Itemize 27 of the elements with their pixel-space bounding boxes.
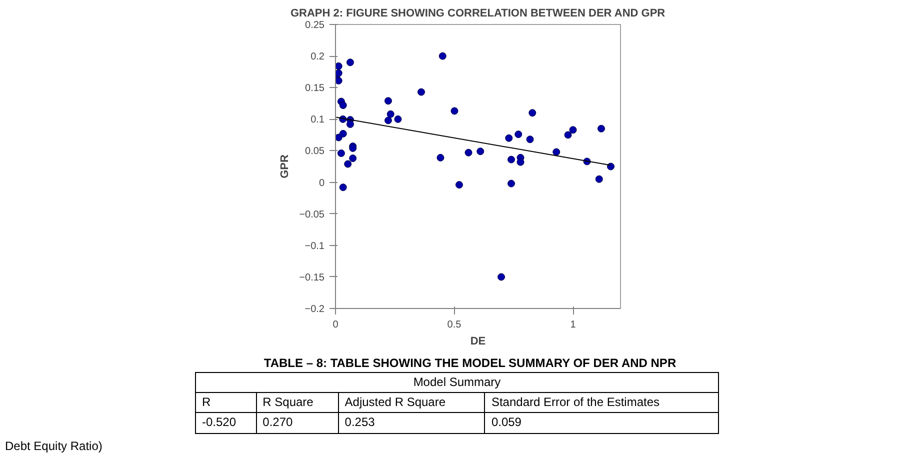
y-tick-label: −0.15 — [299, 272, 325, 284]
text: R — [196, 392, 256, 413]
x-axis-title: DE — [470, 336, 486, 348]
text: Model Summary — [196, 372, 718, 393]
text: Adjusted R Square — [338, 392, 485, 413]
text: Debt Equity Ratio) — [5, 438, 104, 455]
y-tick-label: 0.1 — [310, 114, 325, 126]
text: 0.270 — [256, 412, 338, 434]
y-tick-label: 0.25 — [305, 20, 325, 31]
y-tick-label: 0 — [318, 178, 325, 189]
text: Standard Error of the Estimates — [484, 392, 718, 413]
y-tick-label: −0.2 — [304, 304, 325, 315]
text: R Square — [256, 392, 338, 413]
text: -0.520 — [196, 412, 256, 434]
y-tick-label: −0.05 — [299, 209, 325, 220]
y-tick-label: 0.05 — [305, 146, 325, 158]
x-tick-label: 0.5 — [447, 320, 462, 330]
x-tick-label: 0 — [332, 320, 339, 330]
chart-title: GRAPH 2: FIGURE SHOWING CORRELATION BETWEEN DER AND GPR — [290, 8, 666, 20]
y-tick-label: −0.1 — [304, 240, 325, 252]
y-axis-title: GPR — [279, 154, 292, 178]
y-tick-label: 0.15 — [305, 83, 325, 94]
text: 0.253 — [338, 412, 485, 434]
text: 0.059 — [484, 412, 718, 434]
y-tick-label: 0.2 — [310, 52, 325, 63]
text: TABLE – 8: TABLE SHOWING THE MODEL SUMMARY OF DER AND NPR — [262, 355, 678, 372]
x-tick-label: 1 — [570, 320, 576, 330]
